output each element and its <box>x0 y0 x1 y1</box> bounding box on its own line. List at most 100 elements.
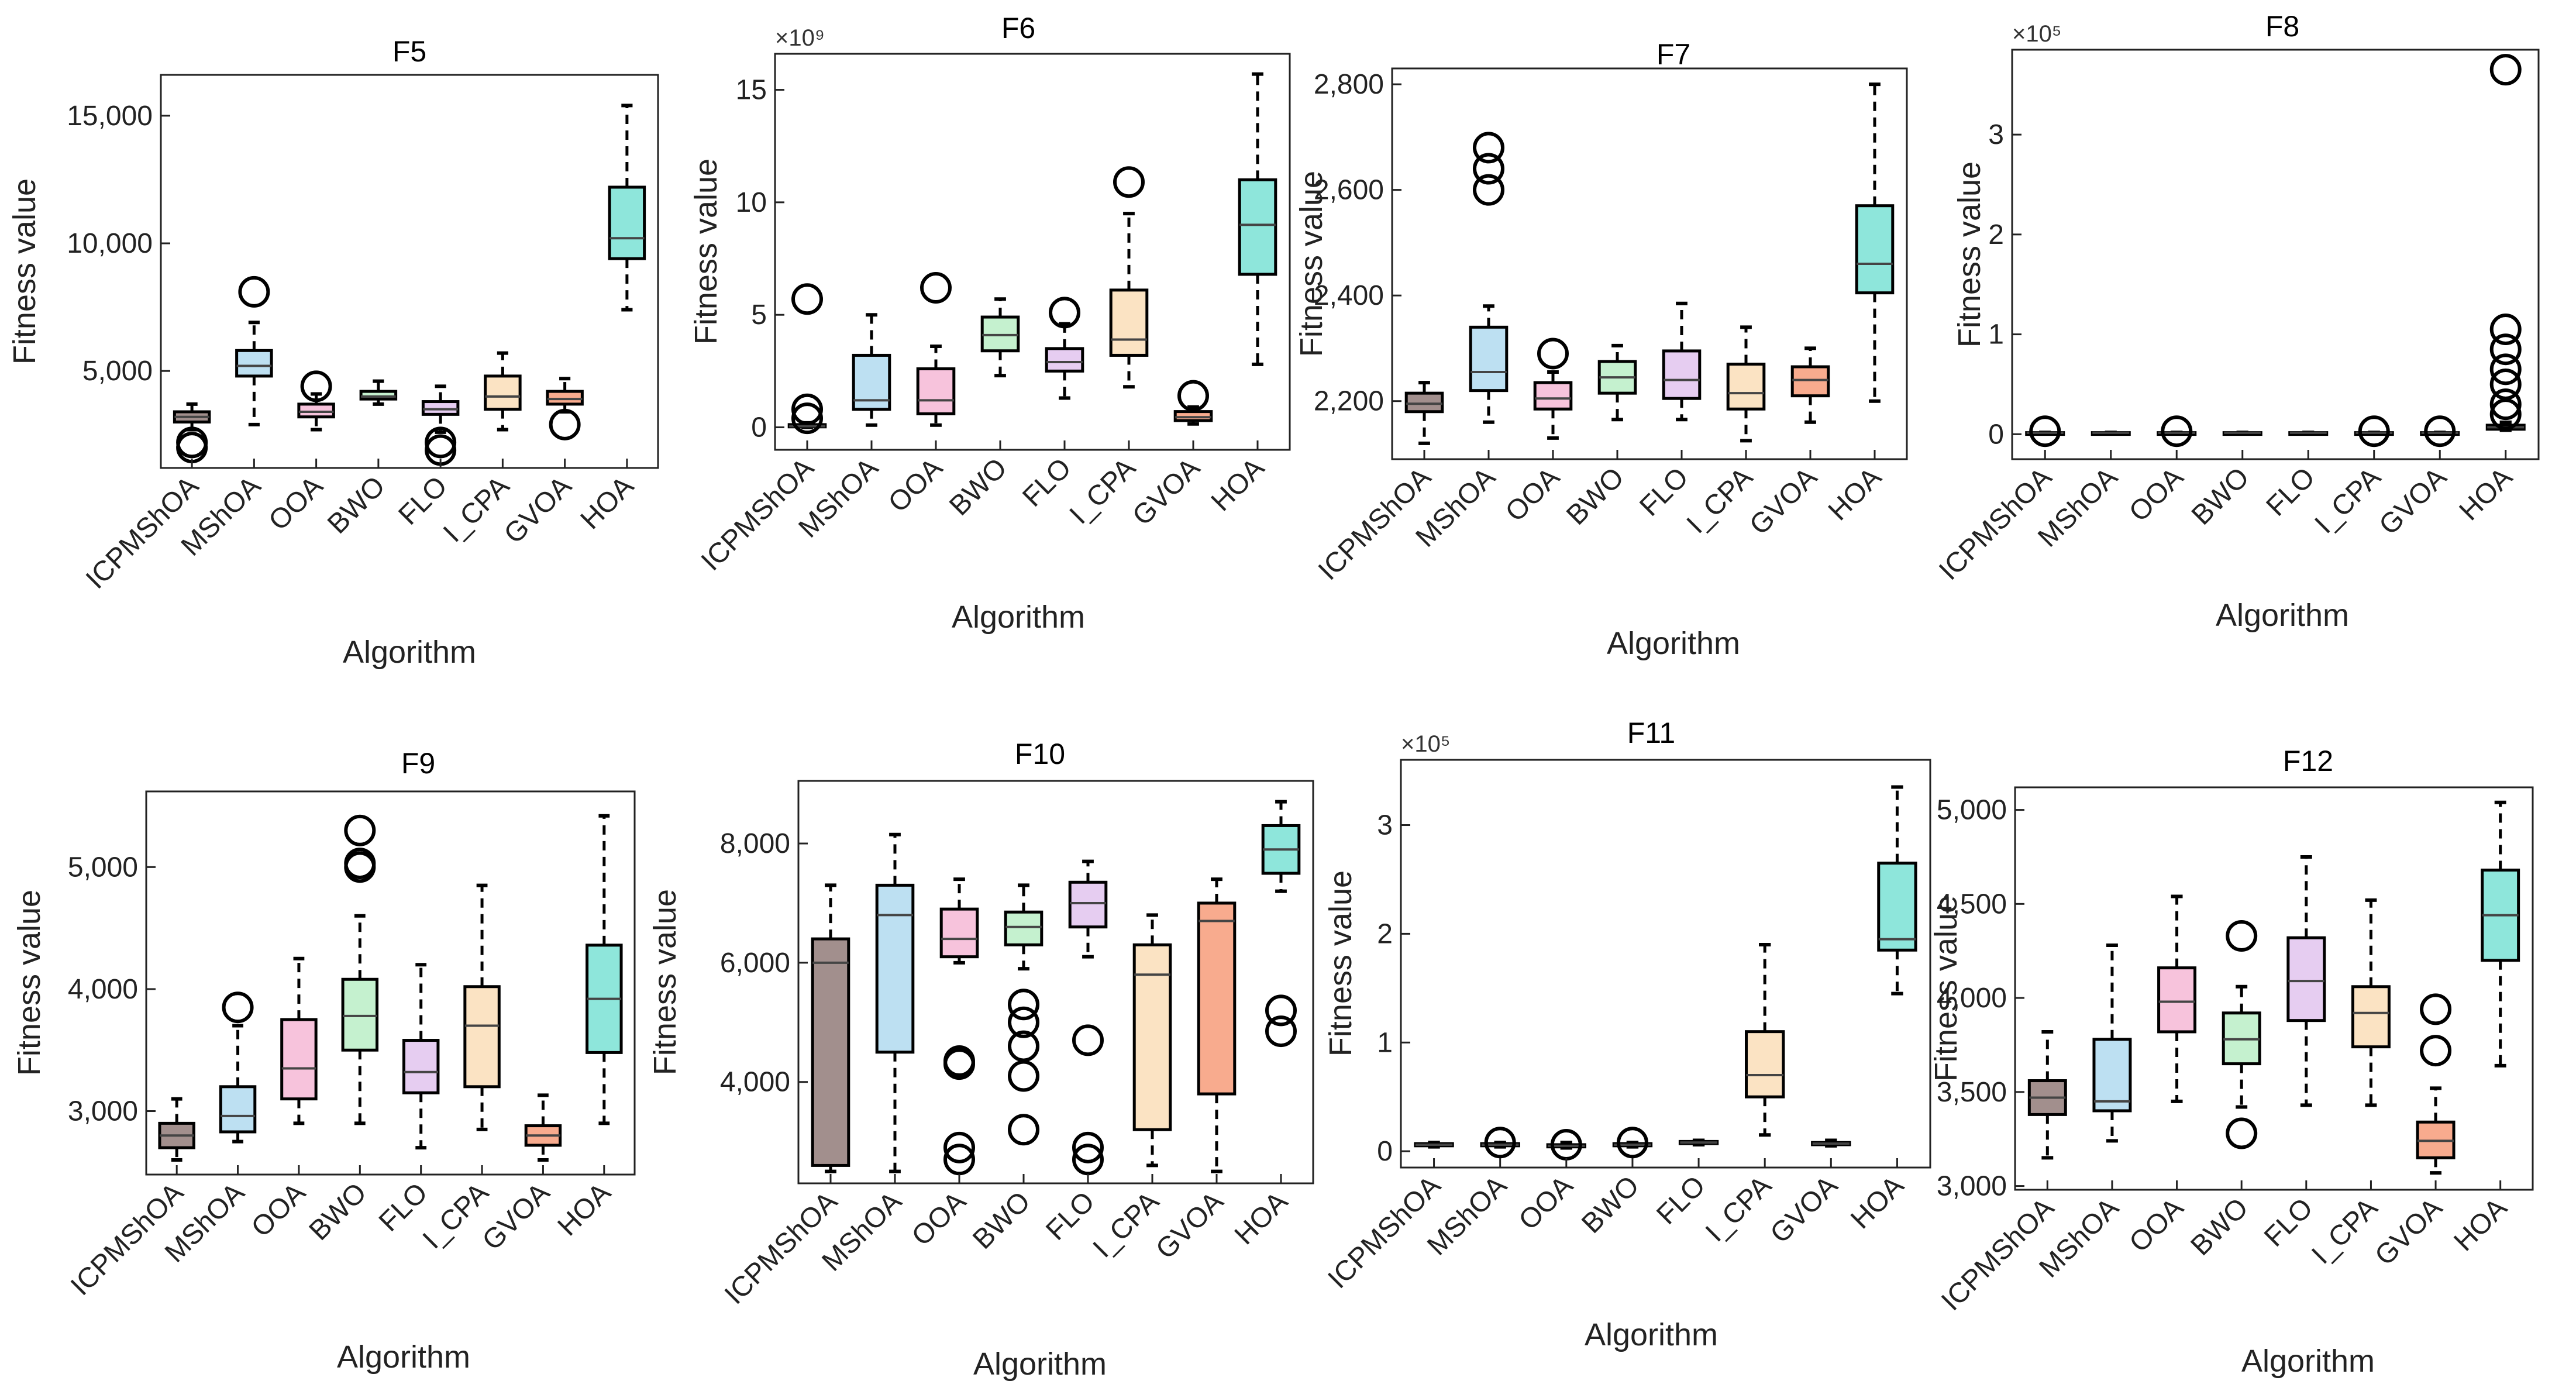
y-tick-label: 0 <box>751 412 767 443</box>
box-iqr <box>297 402 335 419</box>
axes-frame <box>774 53 1291 451</box>
chart-title: F5 <box>392 35 426 68</box>
box-iqr <box>1726 363 1766 411</box>
box-iqr <box>1068 880 1108 929</box>
box-ooa <box>939 877 979 1176</box>
y-tick-label: 3,000 <box>1937 1171 2007 1202</box>
box-iqr <box>1855 204 1895 295</box>
box-iqr <box>1004 910 1044 946</box>
outlier-point <box>1008 1114 1039 1146</box>
x-tick-label: GVOA <box>1127 452 1206 532</box>
y-tick-label: 4,000 <box>720 1067 790 1098</box>
outlier-point <box>549 408 581 440</box>
box-iqr <box>219 1085 257 1134</box>
y-tick-label: 10,000 <box>67 228 153 259</box>
outlier-point <box>2358 415 2390 447</box>
box-bwo <box>1004 883 1044 1146</box>
outlier-point <box>1049 297 1080 329</box>
y-tick-label: 5 <box>751 299 767 330</box>
box-hoa <box>2481 800 2520 1068</box>
outlier-point <box>1072 1144 1104 1176</box>
outlier-point <box>1113 166 1145 198</box>
x-axis-label: Algorithm <box>973 1347 1107 1382</box>
x-tick-label: BWO <box>943 452 1013 522</box>
y-tick-label: 2,800 <box>1314 69 1384 100</box>
box-iqr <box>421 400 460 416</box>
x-tick-label: HOA <box>1229 1186 1294 1251</box>
box-iqr <box>1745 1030 1785 1099</box>
box-iqr <box>916 367 956 415</box>
x-tick-label: BWO <box>2186 462 2255 531</box>
box-flo <box>402 963 440 1150</box>
x-axis-label: Algorithm <box>2241 1344 2375 1379</box>
box-icpmshoa <box>1414 1141 1454 1149</box>
axes-frame <box>145 790 636 1176</box>
box-icpmshoa <box>1404 381 1444 445</box>
box-iqr <box>1238 178 1277 276</box>
y-tick-label: 6,000 <box>720 948 790 979</box>
y-tick-label: 15 <box>736 75 767 106</box>
box-ooa <box>297 370 335 432</box>
box-gvoa <box>1811 1138 1851 1148</box>
plot-area <box>1392 68 1907 459</box>
box-mshoa <box>2091 431 2131 436</box>
x-tick-label: OOA <box>883 452 949 518</box>
box-flo <box>1678 1138 1719 1146</box>
box-gvoa <box>524 1093 562 1162</box>
outlier-point <box>2420 993 2452 1025</box>
box-hoa <box>2485 54 2526 432</box>
subplot-f12: 3,0003,5004,0004,5005,000ICPMShOAMShOAOO… <box>1928 745 2534 1379</box>
x-tick-label: OOA <box>246 1177 312 1243</box>
axes-frame <box>2014 786 2534 1191</box>
y-axis-label: Fitness value <box>1323 870 1358 1056</box>
box-hoa <box>1238 72 1277 366</box>
outlier-point <box>222 991 254 1024</box>
box-iqr <box>1662 349 1702 400</box>
outlier-point <box>791 283 823 315</box>
x-tick-label: BWO <box>322 470 391 540</box>
y-tick-label: 4,500 <box>1937 889 2007 920</box>
box-icpmshoa <box>2025 415 2065 447</box>
y-axis-label: Fitness value <box>1928 896 1964 1082</box>
x-tick-label: BWO <box>304 1177 373 1247</box>
outlier-point <box>344 814 376 846</box>
box-iqr <box>546 390 584 406</box>
y-tick-label: 2,200 <box>1314 386 1384 417</box>
box-ooa <box>2157 415 2197 447</box>
chart-title: F8 <box>2265 10 2299 43</box>
box-hoa <box>1261 800 1301 1048</box>
outlier-point <box>791 402 823 435</box>
outlier-point <box>943 1045 975 1077</box>
outlier-point <box>2489 368 2522 400</box>
box-ooa <box>280 956 318 1125</box>
chart-title: F6 <box>1001 12 1035 44</box>
outlier-point <box>344 848 376 880</box>
y-tick-label: 10 <box>736 187 767 218</box>
x-tick-label: BWO <box>967 1186 1036 1255</box>
x-tick-label: GVOA <box>498 470 578 550</box>
axes-frame <box>2011 49 2540 460</box>
axis-multiplier: ×10⁵ <box>2012 21 2061 47</box>
outlier-point <box>2489 353 2522 385</box>
outlier-point <box>2226 920 2258 952</box>
y-tick-label: 5,000 <box>1937 795 2007 826</box>
y-tick-label: 0 <box>1988 419 2004 450</box>
box-gvoa <box>546 377 584 440</box>
outlier-point <box>2029 415 2061 447</box>
outlier-point <box>2489 314 2522 346</box>
box-hoa <box>1877 785 1917 996</box>
plot-area <box>2012 50 2539 459</box>
axis-multiplier: ×10⁵ <box>1401 731 1450 757</box>
box-iqr <box>1109 288 1149 357</box>
y-tick-label: 3 <box>1377 810 1393 841</box>
x-tick-label: OOA <box>1513 1170 1579 1236</box>
outlier-point <box>1473 132 1504 164</box>
x-tick-label: FLO <box>2261 462 2321 522</box>
outlier-point <box>2226 1117 2258 1149</box>
box-iqr <box>1045 347 1084 373</box>
